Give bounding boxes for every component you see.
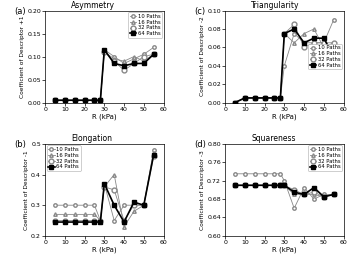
Text: Asymmetry: Asymmetry	[71, 1, 115, 10]
X-axis label: R (kPa): R (kPa)	[272, 246, 297, 253]
Y-axis label: Coefficient of Descriptor -2: Coefficient of Descriptor -2	[200, 17, 205, 96]
Legend: 10 Paths, 16 Paths, 32 Paths, 64 Paths: 10 Paths, 16 Paths, 32 Paths, 64 Paths	[308, 44, 342, 69]
Text: (a): (a)	[14, 7, 26, 16]
Text: (c): (c)	[194, 7, 205, 16]
X-axis label: R (kPa): R (kPa)	[92, 113, 117, 120]
X-axis label: R (kPa): R (kPa)	[272, 113, 297, 120]
Y-axis label: Coefficient of Descriptor +1: Coefficient of Descriptor +1	[20, 15, 25, 98]
Text: Squareness: Squareness	[251, 134, 296, 143]
Y-axis label: Coefficient of Descriptor -1: Coefficient of Descriptor -1	[24, 150, 29, 230]
Legend: 10 Paths, 16 Paths, 32 Paths, 64 Paths: 10 Paths, 16 Paths, 32 Paths, 64 Paths	[128, 12, 162, 38]
Text: Triangularity: Triangularity	[251, 1, 300, 10]
Legend: 10 Paths, 16 Paths, 32 Paths, 64 Paths: 10 Paths, 16 Paths, 32 Paths, 64 Paths	[308, 145, 342, 171]
X-axis label: R (kPa): R (kPa)	[92, 246, 117, 253]
Legend: 10 Paths, 16 Paths, 32 Paths, 64 Paths: 10 Paths, 16 Paths, 32 Paths, 64 Paths	[47, 145, 81, 171]
Y-axis label: Coefficient of Descriptor -3: Coefficient of Descriptor -3	[200, 150, 205, 230]
Text: (d): (d)	[194, 140, 206, 149]
Text: (b): (b)	[14, 140, 26, 149]
Text: Elongation: Elongation	[71, 134, 112, 143]
